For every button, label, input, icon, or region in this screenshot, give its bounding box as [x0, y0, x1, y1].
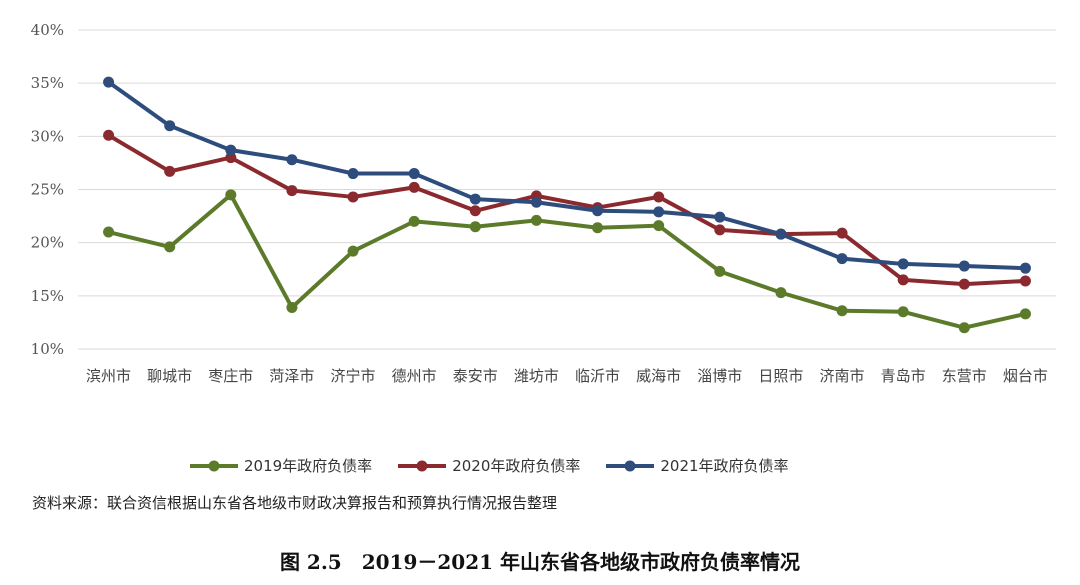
legend-swatch-2019 — [190, 460, 238, 471]
x-tick-label: 泰安市 — [453, 367, 498, 385]
x-tick-label: 烟台市 — [1003, 367, 1048, 385]
data-point — [408, 168, 420, 180]
figure-title: 图 2.5 2019－2021 年山东省各地级市政府负债率情况 — [279, 550, 801, 574]
data-point — [103, 129, 115, 141]
data-point — [653, 206, 665, 218]
y-tick-label: 25% — [31, 181, 64, 199]
data-point — [958, 322, 970, 334]
data-point — [530, 214, 542, 226]
series-line — [108, 192, 1026, 330]
legend-item-2020: 2020年政府负债率 — [396, 455, 580, 476]
data-point — [958, 278, 970, 290]
series-line — [107, 133, 1026, 287]
series-line — [107, 80, 1026, 271]
legend-label-2020: 2020年政府负债率 — [452, 457, 581, 475]
x-tick-label: 聊城市 — [147, 367, 192, 385]
line-chart: 10% 15% 20% 25% 30% 35% 40% 滨州市 聊城市 枣庄市 菏泽市 济宁市 德州市… — [31, 21, 1056, 385]
series-group — [103, 76, 1031, 334]
legend-item-2021: 2021年政府负债率 — [604, 455, 789, 476]
data-point — [469, 205, 481, 217]
data-point — [408, 215, 420, 227]
data-point — [897, 274, 909, 286]
legend-swatch-2020 — [398, 460, 447, 471]
data-point — [653, 191, 665, 203]
data-point — [347, 168, 359, 180]
data-point — [103, 76, 115, 88]
legend-label-2021: 2021年政府负债率 — [660, 457, 789, 475]
y-tick-label: 40% — [31, 21, 64, 39]
y-tick-label: 20% — [31, 234, 64, 252]
x-tick-label: 潍坊市 — [514, 367, 559, 385]
y-tick-label: 30% — [31, 127, 64, 145]
data-point — [1019, 275, 1031, 287]
data-point — [164, 165, 176, 177]
data-point — [897, 306, 909, 318]
x-tick-label: 东营市 — [942, 367, 987, 385]
data-point — [103, 226, 115, 238]
data-point — [225, 189, 237, 201]
data-point — [592, 222, 604, 234]
data-point — [164, 241, 176, 253]
x-tick-label: 临沂市 — [575, 367, 620, 385]
gridlines — [78, 29, 1056, 350]
y-tick-label: 15% — [31, 287, 64, 305]
data-point — [286, 302, 298, 314]
y-axis-ticks: 10% 15% 20% 25% 30% 35% 40% — [31, 21, 64, 358]
data-point — [775, 287, 787, 299]
x-tick-label: 日照市 — [758, 367, 803, 385]
x-tick-label: 枣庄市 — [208, 367, 253, 385]
data-point — [286, 154, 298, 166]
x-tick-label: 菏泽市 — [269, 367, 314, 385]
data-point — [836, 253, 848, 265]
legend: 2019年政府负债率 2020年政府负债率 2021年政府负债率 — [188, 455, 789, 476]
y-tick-label: 10% — [31, 340, 64, 358]
data-point — [714, 265, 726, 277]
data-point — [714, 211, 726, 223]
legend-label-2019: 2019年政府负债率 — [244, 457, 373, 475]
data-point — [408, 181, 420, 193]
x-tick-label: 青岛市 — [881, 367, 926, 385]
data-point — [347, 245, 359, 257]
data-point — [775, 228, 787, 240]
y-tick-label: 35% — [31, 74, 64, 92]
x-tick-label: 威海市 — [636, 367, 681, 385]
data-point — [958, 260, 970, 272]
x-tick-label: 滨州市 — [86, 367, 131, 385]
data-point — [592, 205, 604, 217]
data-point — [286, 185, 298, 197]
data-point — [530, 196, 542, 208]
data-point — [897, 258, 909, 270]
source-note: 资料来源：联合资信根据山东省各地级市财政决算报告和预算执行情况报告整理 — [32, 494, 558, 512]
x-tick-label: 德州市 — [392, 367, 437, 385]
x-axis-ticks: 滨州市 聊城市 枣庄市 菏泽市 济宁市 德州市 泰安市 潍坊市 临沂市 威海市 淄博市 日照市 济南市青… — [86, 367, 1048, 385]
series-1 — [103, 189, 1031, 334]
data-point — [836, 227, 848, 239]
x-tick-label: 济南市 — [820, 367, 865, 385]
data-point — [1019, 262, 1031, 274]
data-point — [653, 220, 665, 232]
data-point — [836, 305, 848, 317]
data-point — [469, 193, 481, 205]
legend-item-2019: 2019年政府负债率 — [188, 455, 372, 476]
data-point — [714, 224, 726, 236]
data-point — [164, 120, 176, 132]
series-3 — [103, 76, 1031, 274]
data-point — [225, 144, 237, 156]
data-point — [1019, 308, 1031, 320]
data-point — [347, 191, 359, 203]
legend-swatch-2021 — [606, 460, 655, 471]
data-point — [469, 221, 481, 233]
x-tick-label: 淄博市 — [697, 367, 742, 385]
x-tick-label: 济宁市 — [331, 367, 376, 385]
